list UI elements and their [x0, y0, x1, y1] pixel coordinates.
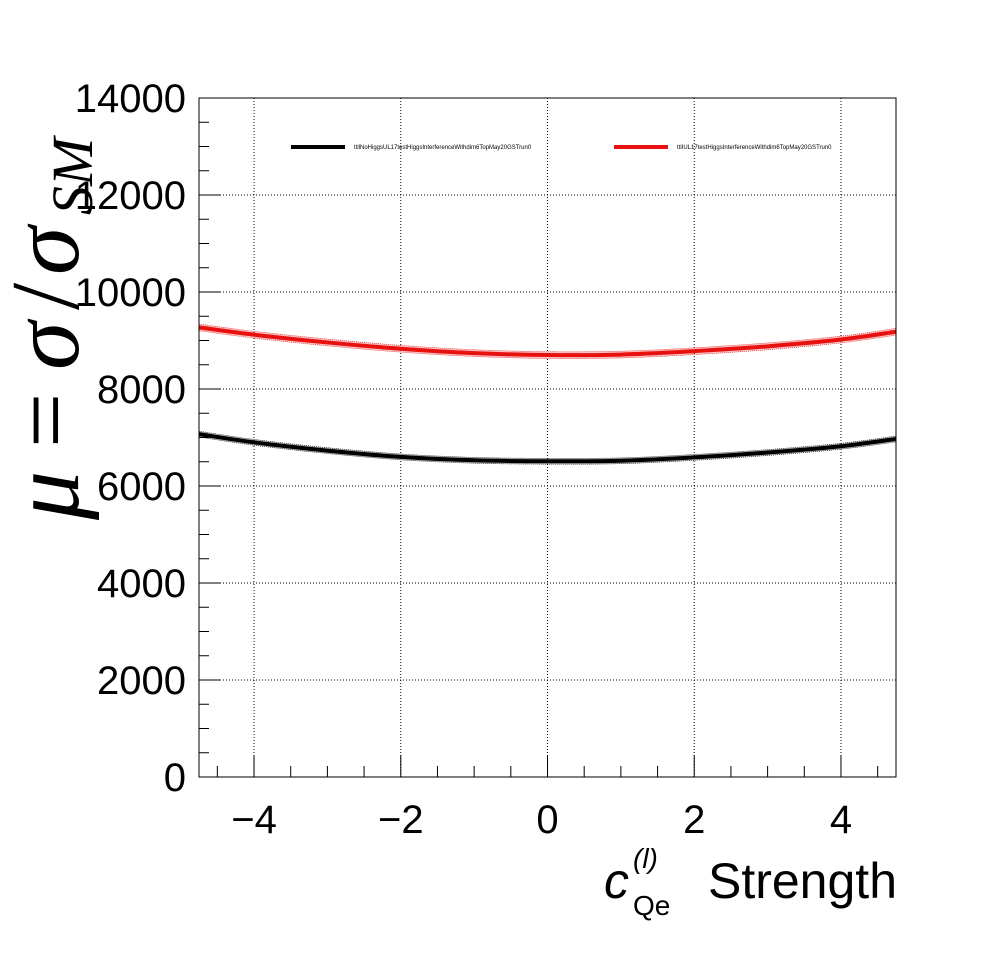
- y-axis-title-slash: /: [0, 282, 100, 310]
- y-axis-title: μ = σ / σ SM: [0, 135, 105, 521]
- x-axis-title-symbol: c: [604, 853, 629, 909]
- y-tick-label: 8000: [97, 368, 186, 412]
- x-tick-label: −4: [231, 798, 277, 842]
- y-axis-title-subscript: SM: [40, 135, 105, 215]
- y-tick-label: 12000: [75, 174, 186, 218]
- data-series: [198, 323, 897, 465]
- legend: ttllNoHiggsUL17testHiggsInterferenceWith…: [291, 145, 832, 151]
- x-axis-title-superscript: (l): [633, 843, 658, 874]
- series-line: [198, 325, 897, 358]
- y-axis-title-sigma-sm: σ: [0, 223, 100, 275]
- x-tick-label: 2: [683, 798, 705, 842]
- legend-label: ttllNoHiggsUL17testHiggsInterferenceWith…: [354, 145, 532, 151]
- x-tick-label: −2: [378, 798, 424, 842]
- x-axis-title-subscript: Qe: [633, 890, 670, 921]
- axis-ticks: −4 −2 0 2 4 0 2000 4000 6000 8000 10000 12000 14000: [75, 77, 879, 842]
- series-line: [198, 432, 897, 464]
- y-tick-label: 4000: [97, 562, 186, 606]
- x-axis-title-text: Strength: [708, 853, 897, 909]
- y-tick-label: 0: [164, 756, 186, 800]
- y-tick-label: 6000: [97, 465, 186, 509]
- y-tick-label: 14000: [75, 77, 186, 121]
- x-tick-label: 4: [830, 798, 852, 842]
- y-tick-label: 2000: [97, 659, 186, 703]
- x-tick-label: 0: [536, 798, 558, 842]
- y-tick-label: 10000: [75, 271, 186, 315]
- x-axis-title: c (l) Qe Strength: [604, 843, 897, 921]
- legend-label: ttlIUL17testHiggsInterferenceWithdim6Top…: [677, 145, 832, 151]
- y-axis-title-mu: μ: [0, 471, 100, 521]
- grid-lines: [199, 98, 896, 777]
- y-axis-title-equals: =: [0, 393, 100, 448]
- y-axis-title-sigma: σ: [0, 318, 100, 370]
